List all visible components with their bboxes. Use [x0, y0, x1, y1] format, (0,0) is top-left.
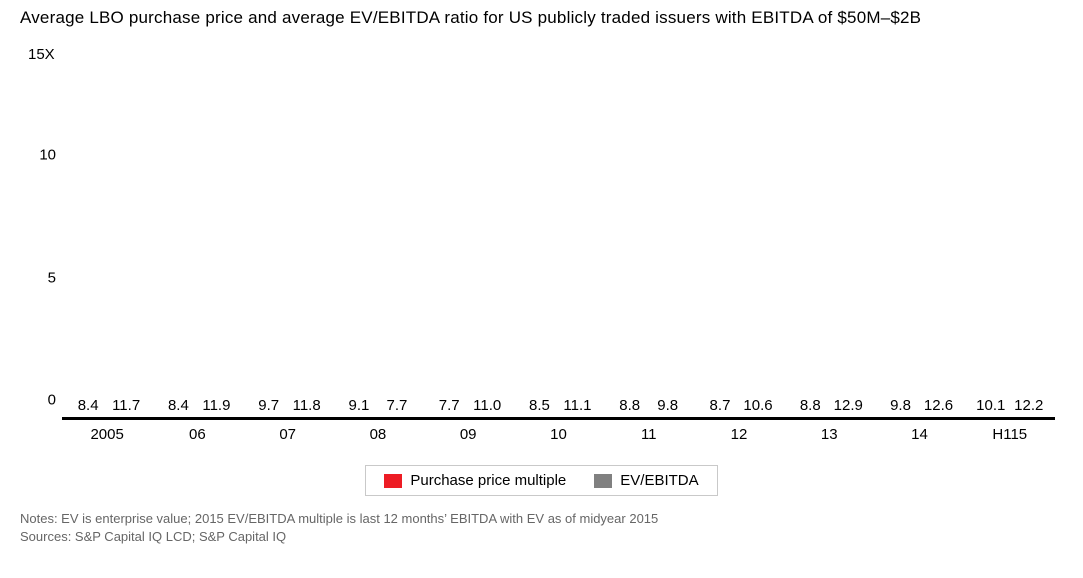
- bar-value-label: 10.6: [743, 397, 772, 414]
- sources-line: Sources: S&P Capital IQ LCD; S&P Capital…: [20, 528, 1063, 546]
- bar-value-label: 11.1: [563, 397, 591, 414]
- legend-label: Purchase price multiple: [410, 472, 566, 489]
- x-tick-label: 13: [784, 426, 874, 443]
- notes-line: Notes: EV is enterprise value; 2015 EV/E…: [20, 510, 1063, 528]
- legend: Purchase price multiple EV/EBITDA: [365, 465, 717, 496]
- y-tick-label: 10: [28, 147, 56, 164]
- chart-area: 15X 8.411.78.411.99.711.89.17.77.711.08.…: [20, 50, 1063, 496]
- bars-row: 8.4 11.7 8.4 11.9 9.7 11.8 9.1 7.7 7.7 11.0 8.5 11.…: [62, 50, 1055, 417]
- bar-value-label: 10.1: [976, 397, 1005, 414]
- bar-value-label: 12.2: [1014, 397, 1043, 414]
- x-tick-label: 11: [604, 426, 694, 443]
- bar-value-label: 11.0: [473, 397, 501, 414]
- legend-item-ev-ebitda: EV/EBITDA: [594, 472, 698, 489]
- legend-swatch: [384, 474, 402, 488]
- legend-label: EV/EBITDA: [620, 472, 698, 489]
- bar-value-label: 12.6: [924, 397, 953, 414]
- legend-swatch: [594, 474, 612, 488]
- y-max-label: 15X: [28, 46, 55, 63]
- x-tick-label: H115: [965, 426, 1055, 443]
- bar-value-label: 11.9: [202, 397, 230, 414]
- plot-region: 8.4 11.7 8.4 11.9 9.7 11.8 9.1 7.7 7.7 11.0 8.5 11.…: [62, 50, 1055, 420]
- y-tick-label: 5: [28, 269, 56, 286]
- bar-value-label: 7.7: [386, 397, 407, 414]
- x-tick-label: 06: [152, 426, 242, 443]
- x-tick-label: 10: [513, 426, 603, 443]
- x-axis: 2005060708091011121314H115: [62, 426, 1055, 443]
- bar-value-label: 11.8: [293, 397, 321, 414]
- x-tick-label: 07: [243, 426, 333, 443]
- x-tick-label: 14: [874, 426, 964, 443]
- bar-value-label: 8.7: [710, 397, 731, 414]
- bar-value-label: 11.7: [112, 397, 140, 414]
- bar-value-label: 7.7: [439, 397, 460, 414]
- x-tick-label: 08: [333, 426, 423, 443]
- bar-value-label: 8.5: [529, 397, 550, 414]
- y-tick-label: 0: [28, 392, 56, 409]
- bar-value-label: 8.8: [619, 397, 640, 414]
- bar-value-label: 12.9: [834, 397, 863, 414]
- chart-title: Average LBO purchase price and average E…: [20, 8, 1063, 28]
- legend-item-purchase: Purchase price multiple: [384, 472, 566, 489]
- footnotes: Notes: EV is enterprise value; 2015 EV/E…: [20, 510, 1063, 545]
- bar-value-label: 9.8: [890, 397, 911, 414]
- bar-value-label: 8.8: [800, 397, 821, 414]
- x-tick-label: 12: [694, 426, 784, 443]
- bar-value-label: 9.8: [657, 397, 678, 414]
- x-tick-label: 09: [423, 426, 513, 443]
- bar-value-label: 8.4: [168, 397, 189, 414]
- bar-value-label: 9.1: [348, 397, 369, 414]
- x-tick-label: 2005: [62, 426, 152, 443]
- bar-value-label: 8.4: [78, 397, 99, 414]
- bar-value-label: 9.7: [258, 397, 279, 414]
